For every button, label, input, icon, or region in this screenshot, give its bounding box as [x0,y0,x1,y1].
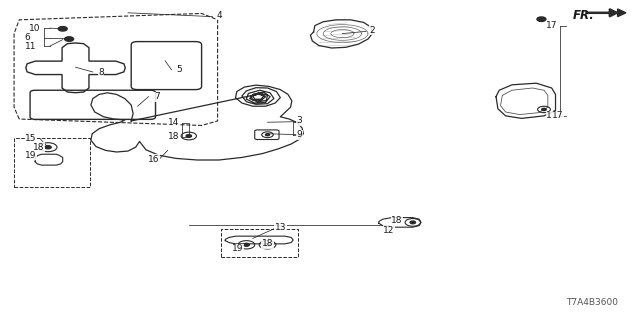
Text: 18: 18 [262,239,273,248]
Bar [14,138,90,187]
Circle shape [65,37,74,41]
Polygon shape [618,9,626,17]
Circle shape [243,243,250,246]
Circle shape [186,135,191,137]
Circle shape [541,108,547,111]
Text: 6: 6 [24,33,29,42]
Circle shape [264,243,271,246]
Text: 18: 18 [168,132,180,141]
Circle shape [45,146,51,149]
Circle shape [266,134,269,136]
Circle shape [537,17,546,21]
Text: 2: 2 [370,26,375,35]
Circle shape [58,27,67,31]
Text: 3: 3 [297,116,302,125]
Text: 16: 16 [148,155,159,164]
Text: 14: 14 [168,118,180,127]
Text: 19: 19 [25,151,36,160]
Text: T7A4B3600: T7A4B3600 [566,298,618,307]
Text: 1: 1 [547,111,552,120]
Text: 4: 4 [216,11,221,20]
Bar [221,229,298,257]
Text: 10: 10 [29,24,41,33]
Text: 5: 5 [177,65,182,74]
Text: 15: 15 [25,134,36,143]
Text: 8: 8 [99,68,104,76]
Text: 12: 12 [383,226,395,235]
Text: 17: 17 [552,111,564,120]
Circle shape [410,221,415,224]
Text: 11: 11 [25,42,36,51]
Text: 13: 13 [275,223,286,232]
Text: 9: 9 [297,130,302,139]
Text: 18: 18 [33,143,44,152]
Text: 19: 19 [232,244,244,253]
Text: 7: 7 [154,92,159,101]
Text: FR.: FR. [573,9,595,21]
Text: 18: 18 [391,216,403,225]
Text: 17: 17 [546,21,557,30]
